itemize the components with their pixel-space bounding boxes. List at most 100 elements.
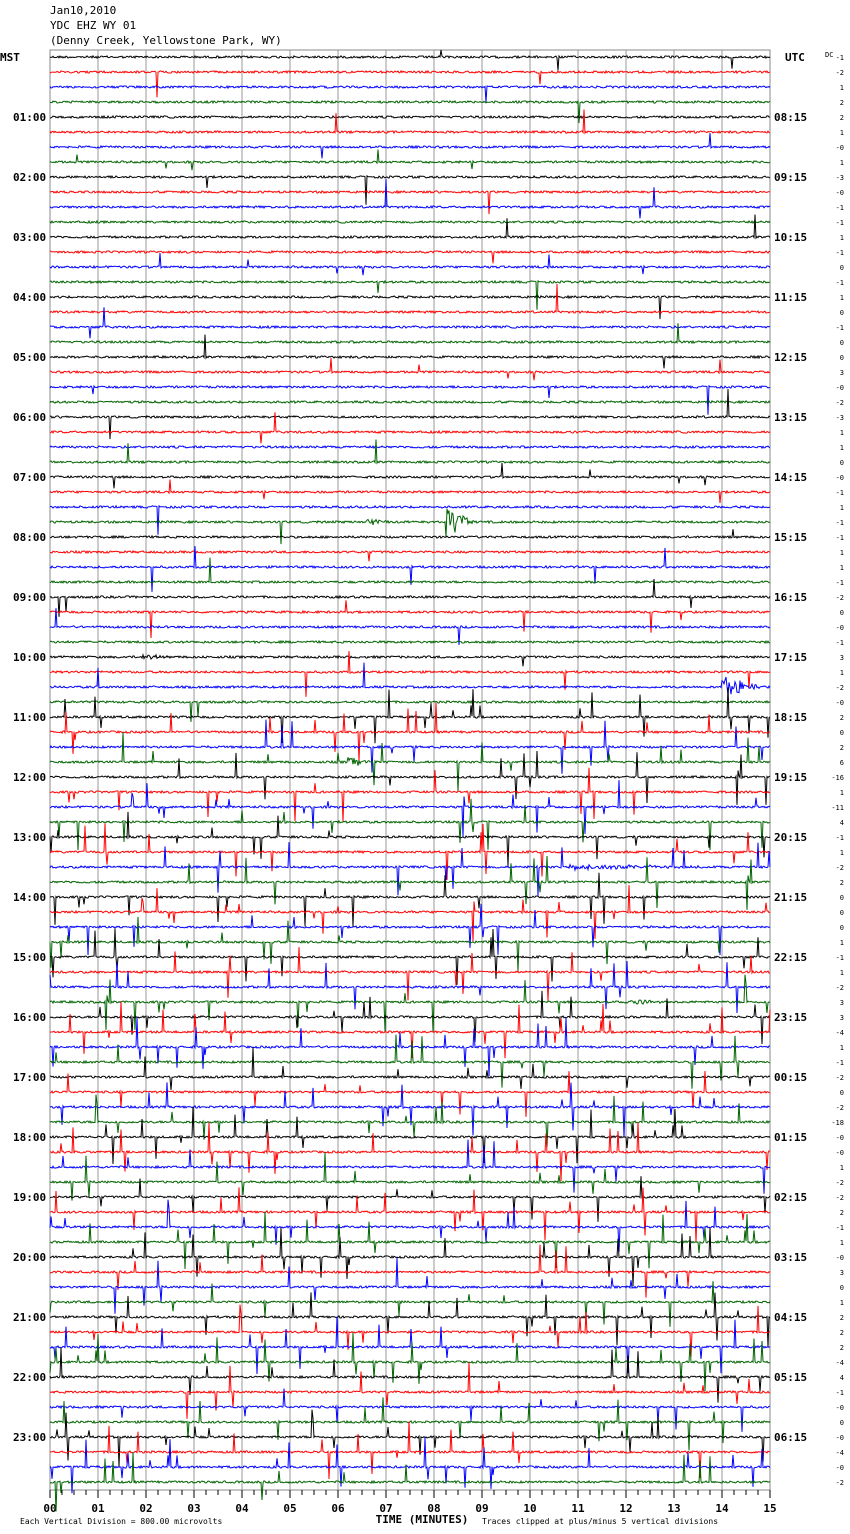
seismic-trace xyxy=(49,1316,771,1375)
seismic-trace xyxy=(49,504,771,535)
dc-offset: 0 xyxy=(840,1419,844,1427)
seismic-trace xyxy=(49,1437,771,1494)
seismic-trace xyxy=(49,1152,771,1201)
dc-offset: -16 xyxy=(831,774,844,782)
dc-offset: 1 xyxy=(840,159,844,167)
seismic-trace xyxy=(49,719,771,774)
dc-offset: -0 xyxy=(836,384,844,392)
dc-offset: -1 xyxy=(836,639,844,647)
dc-offset: 1 xyxy=(840,1239,844,1247)
mst-hour-label: 07:00 xyxy=(13,471,46,484)
dc-offset: 1 xyxy=(840,504,844,512)
mst-hour-label: 21:00 xyxy=(13,1311,46,1324)
seismic-trace xyxy=(49,1292,771,1348)
mst-hour-label: 20:00 xyxy=(13,1251,46,1264)
dc-offset: -1 xyxy=(836,204,844,212)
seismic-trace xyxy=(49,214,771,240)
x-tick-label: 03 xyxy=(187,1502,200,1515)
utc-hour-label: 08:15 xyxy=(774,111,807,124)
mst-label: MST xyxy=(0,51,20,64)
dc-offset: 0 xyxy=(840,1089,844,1097)
seismic-trace xyxy=(49,1082,771,1138)
seismic-trace xyxy=(49,508,771,545)
dc-offset: -2 xyxy=(836,1194,844,1202)
utc-hour-label: 19:15 xyxy=(774,771,807,784)
seismic-trace xyxy=(49,323,771,345)
seismic-trace xyxy=(49,916,771,972)
seismic-trace xyxy=(49,1001,771,1059)
seismic-trace xyxy=(49,357,771,381)
scale-note: Each Vertical Division = 800.00 microvol… xyxy=(20,1517,222,1526)
utc-hour-label: 13:15 xyxy=(774,411,807,424)
mst-hour-label: 02:00 xyxy=(13,171,46,184)
seismic-trace xyxy=(49,990,771,1045)
dc-offset: -0 xyxy=(836,1134,844,1142)
mst-hour-label: 16:00 xyxy=(13,1011,46,1024)
dc-offset: 1 xyxy=(840,84,844,92)
dc-offset: -0 xyxy=(836,1464,844,1472)
utc-hour-label: 18:15 xyxy=(774,711,807,724)
dc-offset: -0 xyxy=(836,624,844,632)
seismic-trace xyxy=(50,1034,771,1089)
dc-offset: -0 xyxy=(836,144,844,152)
seismic-trace xyxy=(49,1244,771,1298)
x-tick-label: 08 xyxy=(427,1502,440,1515)
seismic-trace xyxy=(49,1332,771,1392)
dc-offset: -0 xyxy=(836,699,844,707)
dc-offset: 2 xyxy=(840,99,844,107)
seismic-trace xyxy=(49,462,771,489)
dc-offset: -2 xyxy=(836,594,844,602)
seismic-trace xyxy=(49,1047,771,1091)
dc-offset: 0 xyxy=(840,459,844,467)
seismic-trace xyxy=(49,947,771,1001)
x-tick-label: 14 xyxy=(715,1502,729,1515)
seismic-trace xyxy=(49,388,771,440)
seismic-trace xyxy=(49,412,771,444)
seismic-trace xyxy=(49,219,771,225)
dc-offset: -2 xyxy=(836,1179,844,1187)
seismic-trace xyxy=(49,974,771,1032)
dc-offset: 0 xyxy=(840,609,844,617)
utc-label: UTC xyxy=(785,51,805,64)
x-tick-label: 09 xyxy=(475,1502,488,1515)
seismic-trace xyxy=(49,132,771,159)
dc-offset: -3 xyxy=(836,414,844,422)
dc-offset: 1 xyxy=(840,549,844,557)
dc-offset: -0 xyxy=(836,189,844,197)
dc-offset: 3 xyxy=(840,1269,844,1277)
dc-offset: 1 xyxy=(840,444,844,452)
utc-hour-label: 05:15 xyxy=(774,1371,807,1384)
dc-offset: -0 xyxy=(836,1404,844,1412)
mst-hour-label: 14:00 xyxy=(13,891,46,904)
seismic-trace xyxy=(49,608,771,646)
seismic-trace xyxy=(49,699,771,722)
seismic-trace xyxy=(49,1227,771,1287)
dc-offset: -1 xyxy=(836,54,844,62)
mst-hour-label: 18:00 xyxy=(13,1131,46,1144)
dc-offset: -1 xyxy=(836,1224,844,1232)
dc-offset: 0 xyxy=(840,729,844,737)
seismic-trace xyxy=(49,294,771,320)
dc-offset: 0 xyxy=(840,309,844,317)
mst-hour-label: 03:00 xyxy=(13,231,46,244)
dc-offset: -0 xyxy=(836,1149,844,1157)
dc-offset: -2 xyxy=(836,69,844,77)
mst-hour-label: 08:00 xyxy=(13,531,46,544)
dc-offset: 2 xyxy=(840,879,844,887)
x-tick-label: 11 xyxy=(571,1502,585,1515)
seismic-trace xyxy=(49,767,771,822)
x-tick-label: 05 xyxy=(283,1502,296,1515)
seismic-trace xyxy=(49,529,771,540)
dc-offset: 1 xyxy=(840,1164,844,1172)
dc-offset: 1 xyxy=(840,789,844,797)
seismic-trace xyxy=(49,283,771,315)
dc-offset: -2 xyxy=(836,399,844,407)
utc-hour-label: 09:15 xyxy=(774,171,807,184)
dc-offset: 0 xyxy=(840,264,844,272)
dc-offset: -1 xyxy=(836,324,844,332)
utc-hour-label: 14:15 xyxy=(774,471,807,484)
utc-hour-label: 02:15 xyxy=(774,1191,807,1204)
dc-offset: 3 xyxy=(840,999,844,1007)
seismic-trace xyxy=(49,1094,771,1148)
